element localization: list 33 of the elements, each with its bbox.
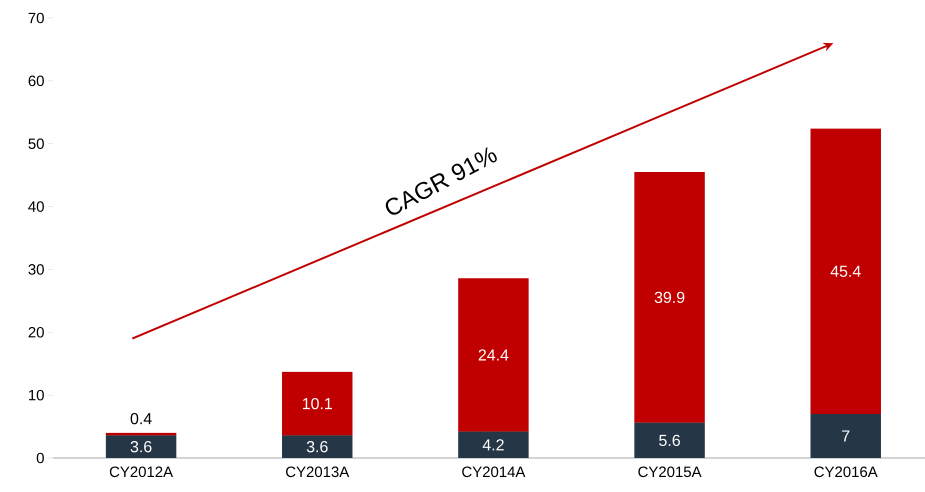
bar <box>458 278 529 432</box>
data-label: 3.6 <box>306 441 328 452</box>
y-tick-label: 70 <box>28 12 44 24</box>
data-label: 0.4 <box>130 413 152 424</box>
x-tick-label: CY2013A <box>286 466 350 478</box>
y-tick-label: 10 <box>29 390 44 400</box>
data-label: 45.4 <box>830 266 861 277</box>
data-label: 7 <box>842 430 850 442</box>
data-label: 5.6 <box>659 434 680 446</box>
bar <box>282 435 352 458</box>
bar <box>106 432 176 436</box>
data-label: 24.4 <box>478 349 508 360</box>
data-label: 4.2 <box>482 439 504 450</box>
data-label: 39.9 <box>654 292 684 304</box>
bar <box>634 422 705 458</box>
y-tick-label: 20 <box>28 326 44 338</box>
x-tick-label: CY2015A <box>638 466 702 478</box>
y-tick-label: 0 <box>36 452 44 464</box>
x-tick-label: CY2016A <box>814 466 878 478</box>
bar <box>810 128 881 414</box>
x-tick-label: CY2014A <box>462 466 526 478</box>
bar <box>282 372 352 436</box>
bar <box>634 172 705 423</box>
bar <box>810 414 881 458</box>
y-tick-label: 30 <box>28 264 44 275</box>
data-label: 10.1 <box>302 398 332 410</box>
y-tick-label: 50 <box>28 138 44 149</box>
y-tick-label: 40 <box>28 201 44 212</box>
x-tick-label: CY2012A <box>110 466 174 478</box>
y-tick-label: 60 <box>28 76 44 86</box>
data-label: 3.6 <box>130 441 152 452</box>
bar <box>106 435 176 458</box>
bar <box>458 432 529 458</box>
